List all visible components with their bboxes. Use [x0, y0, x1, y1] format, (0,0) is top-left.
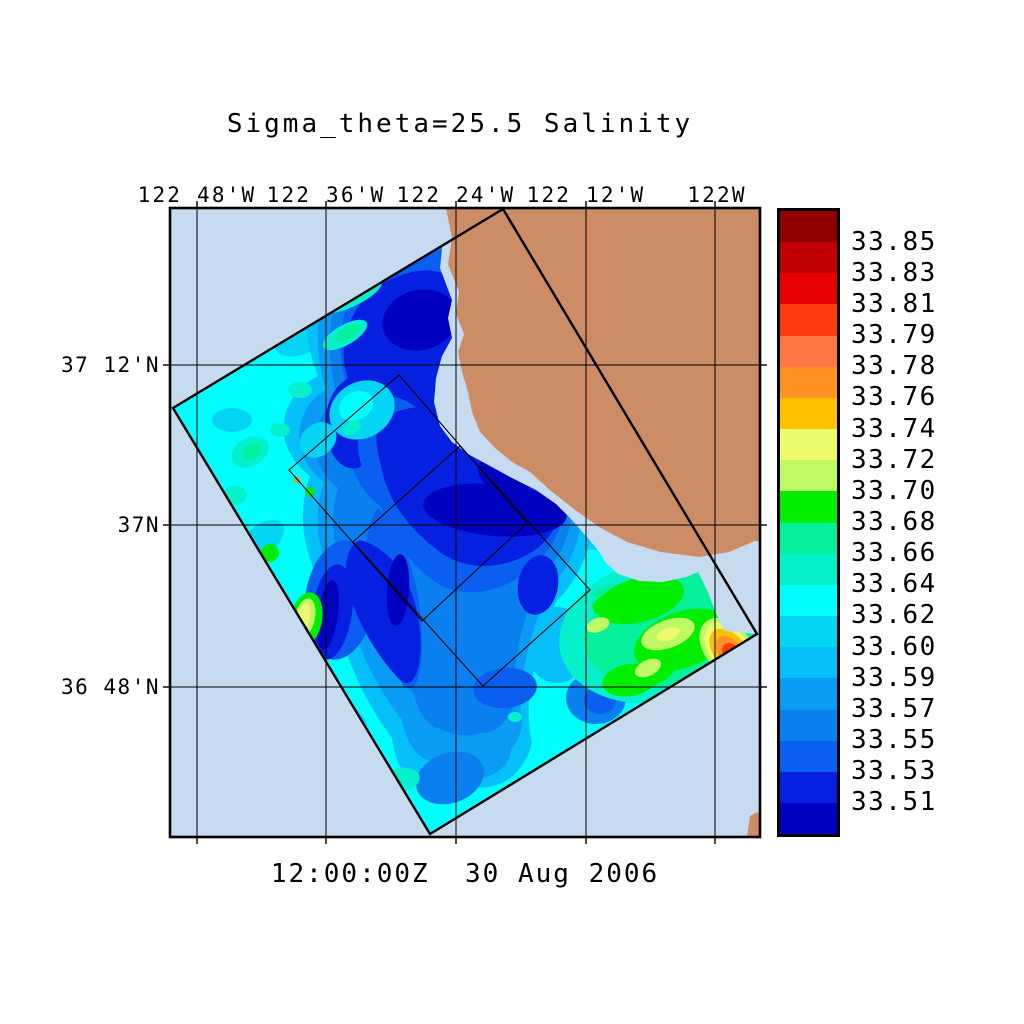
colorbar-segment: [780, 647, 837, 679]
colorbar-label: 33.70: [851, 475, 937, 506]
colorbar-label: 33.60: [851, 631, 937, 662]
colorbar-label: 33.53: [851, 756, 937, 787]
colorbar-label: 33.72: [851, 444, 937, 475]
colorbar-label: 33.62: [851, 600, 937, 631]
colorbar-segment: [780, 304, 837, 336]
colorbar-segment: [780, 709, 837, 741]
time-label: 12:00:00Z 30 Aug 2006: [270, 859, 660, 889]
colorbar-label: 33.83: [851, 257, 937, 288]
colorbar-segment: [780, 429, 837, 461]
colorbar-segment: [780, 522, 837, 554]
nested-domain-b: [352, 445, 591, 687]
lon-tick-label: 122 36'W: [266, 183, 386, 207]
plot-title: Sigma_theta=25.5 Salinity: [226, 109, 694, 139]
colorbar-segment: [780, 273, 837, 305]
lon-tick-label: 122 24'W: [396, 183, 516, 207]
colorbar-label: 33.79: [851, 320, 937, 351]
colorbar-segment: [780, 740, 837, 772]
colorbar-label: 33.66: [851, 538, 937, 569]
colorbar-segment: [780, 366, 837, 398]
colorbar-label: 33.64: [851, 569, 937, 600]
colorbar-segment: [780, 242, 837, 274]
colorbar-segment: [780, 553, 837, 585]
colorbar-label: 33.59: [851, 662, 937, 693]
lon-tick-label: 122 48'W: [137, 183, 257, 207]
colorbar-label: 33.68: [851, 507, 937, 537]
graticule: [170, 208, 760, 837]
land-california: [446, 208, 760, 557]
colorbar-label: 33.74: [851, 413, 937, 444]
colorbar-label: 33.85: [851, 226, 937, 257]
colorbar: [777, 208, 840, 837]
lon-tick-label: 122 12'W: [526, 183, 646, 207]
lat-tick-label: 37N: [117, 513, 160, 537]
colorbar-label: 33.51: [851, 787, 937, 818]
lon-tick-label: 122W: [687, 183, 747, 207]
colorbar-segment: [780, 460, 837, 492]
colorbar-segment: [780, 771, 837, 803]
colorbar-segment: [780, 335, 837, 367]
colorbar-segment: [780, 584, 837, 617]
colorbar-segment: [780, 802, 837, 835]
map-frame: [168, 206, 762, 839]
colorbar-segment: [780, 397, 837, 430]
land-point-south: [747, 812, 760, 837]
swath-outline: [171, 207, 759, 836]
lat-tick-label: 36 48'N: [60, 675, 160, 699]
lat-tick-label: 37 12'N: [60, 353, 160, 377]
axis-ticks: [163, 201, 767, 844]
colorbar-segment: [780, 211, 837, 243]
colorbar-segment: [780, 616, 837, 648]
colorbar-segment: [780, 491, 837, 523]
colorbar-label: 33.55: [851, 725, 937, 756]
small-island: [500, 441, 506, 447]
colorbar-label: 33.57: [851, 693, 937, 724]
colorbar-label: 33.81: [851, 288, 937, 319]
colorbar-label: 33.78: [851, 351, 937, 382]
colorbar-label: 33.76: [851, 382, 937, 413]
colorbar-segment: [780, 678, 837, 710]
